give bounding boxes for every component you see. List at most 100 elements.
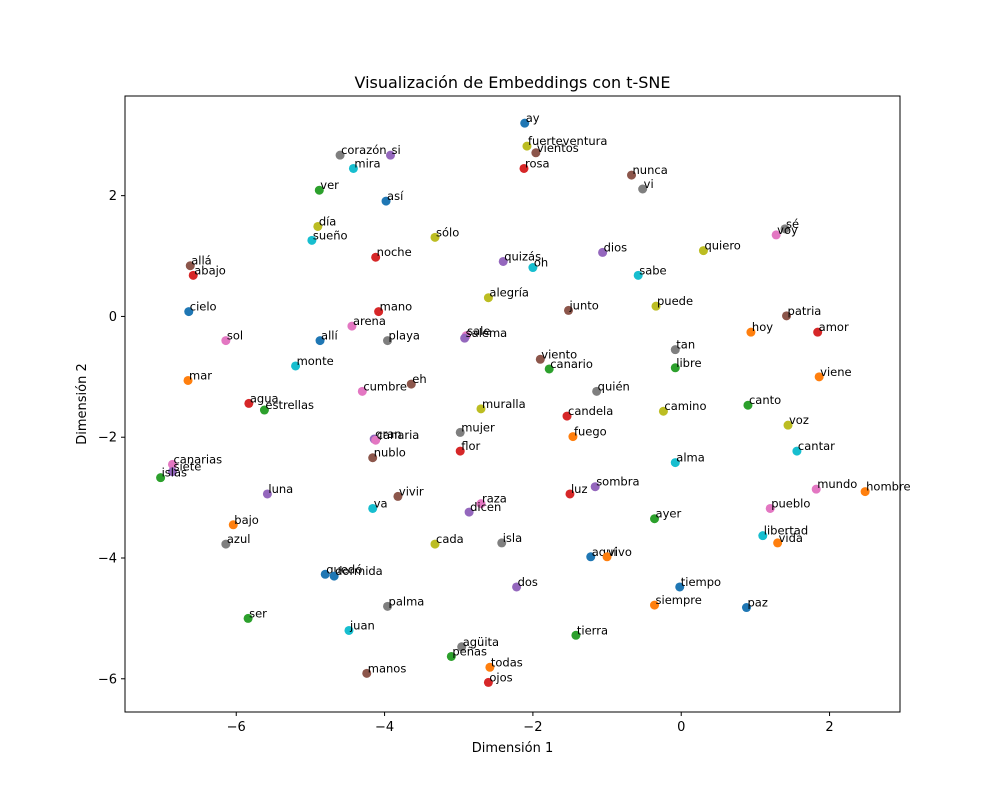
point-label: sale — [467, 324, 490, 338]
point-label: oh — [534, 256, 548, 270]
data-point — [368, 453, 378, 463]
data-point — [357, 386, 367, 396]
point-label: mar — [189, 368, 212, 382]
data-point — [430, 232, 440, 242]
point-label: cada — [436, 532, 464, 546]
point-label: canarias — [173, 452, 222, 466]
data-point — [347, 321, 357, 331]
y-tick-label: 0 — [109, 310, 117, 325]
point-label: ojos — [489, 670, 512, 684]
point-label: quizás — [504, 249, 541, 263]
point-label: ayer — [656, 507, 682, 521]
data-point — [430, 539, 440, 549]
data-point — [741, 603, 751, 613]
point-label: amor — [819, 320, 849, 334]
point-label: voy — [777, 223, 798, 237]
data-point — [329, 571, 339, 581]
data-point — [592, 386, 602, 396]
data-point — [771, 230, 781, 240]
data-point — [386, 150, 396, 160]
point-label: allá — [191, 254, 211, 268]
point-label: patria — [788, 304, 822, 318]
data-point — [381, 196, 391, 206]
point-label: arena — [353, 314, 386, 328]
x-tick-label: −6 — [227, 720, 246, 735]
data-point — [860, 487, 870, 497]
point-label: sombra — [596, 475, 639, 489]
point-label: noche — [377, 245, 412, 259]
point-label: sé — [786, 217, 799, 231]
data-point — [156, 473, 166, 483]
point-label: fuerteventura — [528, 134, 607, 148]
point-label: sólo — [436, 225, 459, 239]
point-label: viento — [541, 347, 577, 361]
data-point — [307, 235, 317, 245]
point-label: peñas — [452, 644, 487, 658]
data-point — [262, 489, 272, 499]
point-label: dios — [604, 240, 628, 254]
data-point — [313, 221, 323, 231]
data-point — [562, 411, 572, 421]
point-label: día — [319, 214, 337, 228]
data-point — [185, 261, 195, 271]
point-label: quiero — [704, 239, 740, 253]
point-label: allí — [321, 329, 338, 343]
data-point — [568, 432, 578, 442]
data-point — [383, 601, 393, 611]
data-point — [698, 246, 708, 256]
point-label: manos — [368, 661, 407, 675]
point-label: sueño — [313, 228, 348, 242]
point-label: libre — [676, 356, 701, 370]
point-label: siempre — [656, 593, 702, 607]
point-label: puede — [657, 294, 693, 308]
point-label: tan — [676, 338, 695, 352]
point-label: alma — [676, 451, 705, 465]
data-point — [814, 372, 824, 382]
point-label: estrellas — [265, 398, 314, 412]
data-point — [315, 336, 325, 346]
point-label: cantar — [798, 439, 835, 453]
point-label: canaria — [377, 428, 420, 442]
point-label: si — [392, 143, 401, 157]
data-point — [670, 345, 680, 355]
point-label: raza — [482, 492, 507, 506]
data-point — [291, 361, 301, 371]
point-label: pueblo — [771, 496, 810, 510]
point-label: dormida — [335, 564, 383, 578]
data-point — [446, 651, 456, 661]
x-axis-label: Dimensión 1 — [472, 741, 554, 756]
data-point — [520, 118, 530, 128]
data-point — [464, 507, 474, 517]
data-point — [476, 404, 486, 414]
point-label: dicen — [470, 500, 501, 514]
point-label: agua — [250, 391, 279, 405]
data-point — [813, 327, 823, 337]
point-label: rosa — [525, 156, 550, 170]
data-point — [368, 503, 378, 513]
data-point — [455, 427, 465, 437]
data-point — [519, 163, 529, 173]
data-point — [598, 247, 608, 257]
data-point — [746, 327, 756, 337]
point-label: gran — [375, 427, 401, 441]
data-point — [651, 301, 661, 311]
point-label: monte — [297, 354, 334, 368]
point-label: candela — [568, 404, 613, 418]
data-point — [633, 270, 643, 280]
point-label: vientos — [537, 141, 579, 155]
data-point — [586, 552, 596, 562]
point-label: ver — [320, 178, 339, 192]
point-label: flor — [461, 439, 480, 453]
y-axis-label: Dimensión 2 — [75, 363, 90, 445]
data-point — [483, 677, 493, 687]
point-label: islas — [162, 466, 187, 480]
point-label: sol — [227, 329, 243, 343]
point-label: hombre — [866, 480, 910, 494]
data-point — [335, 150, 345, 160]
point-label: isla — [503, 531, 522, 545]
data-point — [320, 569, 330, 579]
point-label: viene — [820, 365, 851, 379]
x-tick-label: 2 — [825, 720, 833, 735]
point-label: eh — [412, 372, 426, 386]
